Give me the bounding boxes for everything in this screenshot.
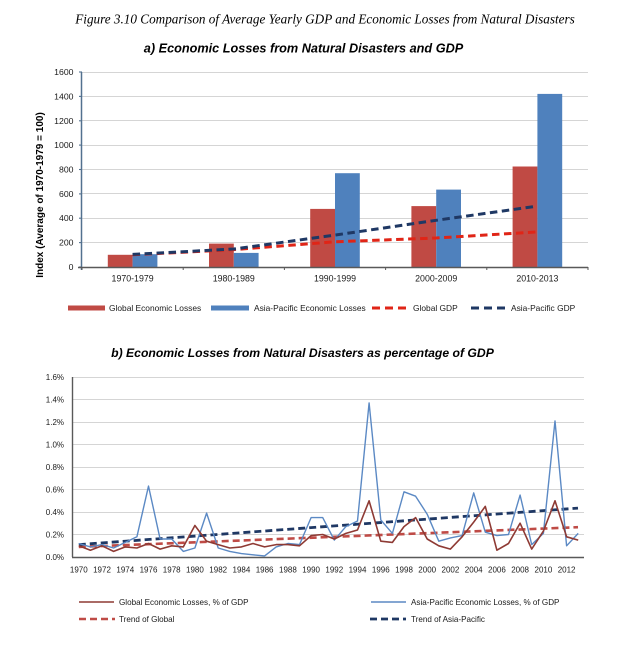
svg-text:600: 600 (59, 189, 74, 199)
svg-text:1982: 1982 (209, 566, 227, 575)
svg-text:2000: 2000 (418, 566, 436, 575)
svg-text:1984: 1984 (233, 566, 251, 575)
svg-text:Figure 3.10 Comparison of Aver: Figure 3.10 Comparison of Average Yearly… (74, 12, 575, 27)
svg-text:400: 400 (59, 213, 74, 223)
svg-text:1970: 1970 (70, 566, 88, 575)
svg-text:2002: 2002 (442, 566, 460, 575)
svg-text:Trend of Global: Trend of Global (119, 615, 175, 624)
svg-text:1980: 1980 (186, 566, 204, 575)
svg-text:1994: 1994 (349, 566, 367, 575)
svg-text:1.0%: 1.0% (46, 441, 64, 450)
svg-text:1998: 1998 (395, 566, 413, 575)
svg-text:0.8%: 0.8% (46, 463, 64, 472)
svg-text:2010: 2010 (535, 566, 553, 575)
svg-text:2006: 2006 (488, 566, 506, 575)
svg-text:Asia-Pacific GDP: Asia-Pacific GDP (511, 303, 576, 313)
svg-text:1980-1989: 1980-1989 (213, 274, 255, 284)
svg-text:0: 0 (69, 262, 74, 272)
svg-text:1976: 1976 (140, 566, 158, 575)
svg-text:Global Economic Losses: Global Economic Losses (109, 303, 201, 313)
svg-text:b) Economic Losses from Natura: b) Economic Losses from Natural Disaster… (111, 346, 495, 360)
svg-text:1972: 1972 (93, 566, 111, 575)
svg-text:1996: 1996 (372, 566, 390, 575)
svg-text:1974: 1974 (116, 566, 134, 575)
svg-text:1600: 1600 (54, 67, 73, 77)
svg-text:2012: 2012 (558, 566, 576, 575)
svg-text:2004: 2004 (465, 566, 483, 575)
svg-text:Global GDP: Global GDP (413, 303, 458, 313)
svg-text:0.0%: 0.0% (46, 553, 64, 562)
svg-text:2010-2013: 2010-2013 (516, 274, 558, 284)
svg-text:1988: 1988 (279, 566, 297, 575)
svg-text:1000: 1000 (54, 140, 73, 150)
svg-text:2008: 2008 (511, 566, 529, 575)
svg-text:0.2%: 0.2% (46, 531, 64, 540)
svg-text:2000-2009: 2000-2009 (415, 274, 457, 284)
svg-text:200: 200 (59, 238, 74, 248)
svg-text:Asia-Pacific Economic Losses,: Asia-Pacific Economic Losses, % of GDP (411, 598, 559, 607)
svg-text:Global Economic Losses, % of G: Global Economic Losses, % of GDP (119, 598, 249, 607)
svg-text:Trend of Asia-Pacific: Trend of Asia-Pacific (411, 615, 485, 624)
svg-text:1992: 1992 (325, 566, 343, 575)
svg-text:Index (Average of 1970-1979 =: Index (Average of 1970-1979 = 100) (35, 112, 46, 278)
svg-text:1.4%: 1.4% (46, 396, 64, 405)
svg-text:1.6%: 1.6% (46, 373, 64, 382)
svg-text:Asia-Pacific Economic Losses: Asia-Pacific Economic Losses (254, 303, 366, 313)
svg-text:1200: 1200 (54, 116, 73, 126)
svg-text:0.6%: 0.6% (46, 486, 64, 495)
svg-text:a) Economic Losses from Natura: a) Economic Losses from Natural Disaster… (144, 42, 464, 56)
svg-text:1.2%: 1.2% (46, 418, 64, 427)
svg-text:1400: 1400 (54, 91, 73, 101)
svg-text:1970-1979: 1970-1979 (112, 274, 154, 284)
svg-text:800: 800 (59, 165, 74, 175)
svg-text:0.4%: 0.4% (46, 508, 64, 517)
svg-text:1990: 1990 (302, 566, 320, 575)
svg-text:1990-1999: 1990-1999 (314, 274, 356, 284)
svg-text:1986: 1986 (256, 566, 274, 575)
svg-text:1978: 1978 (163, 566, 181, 575)
